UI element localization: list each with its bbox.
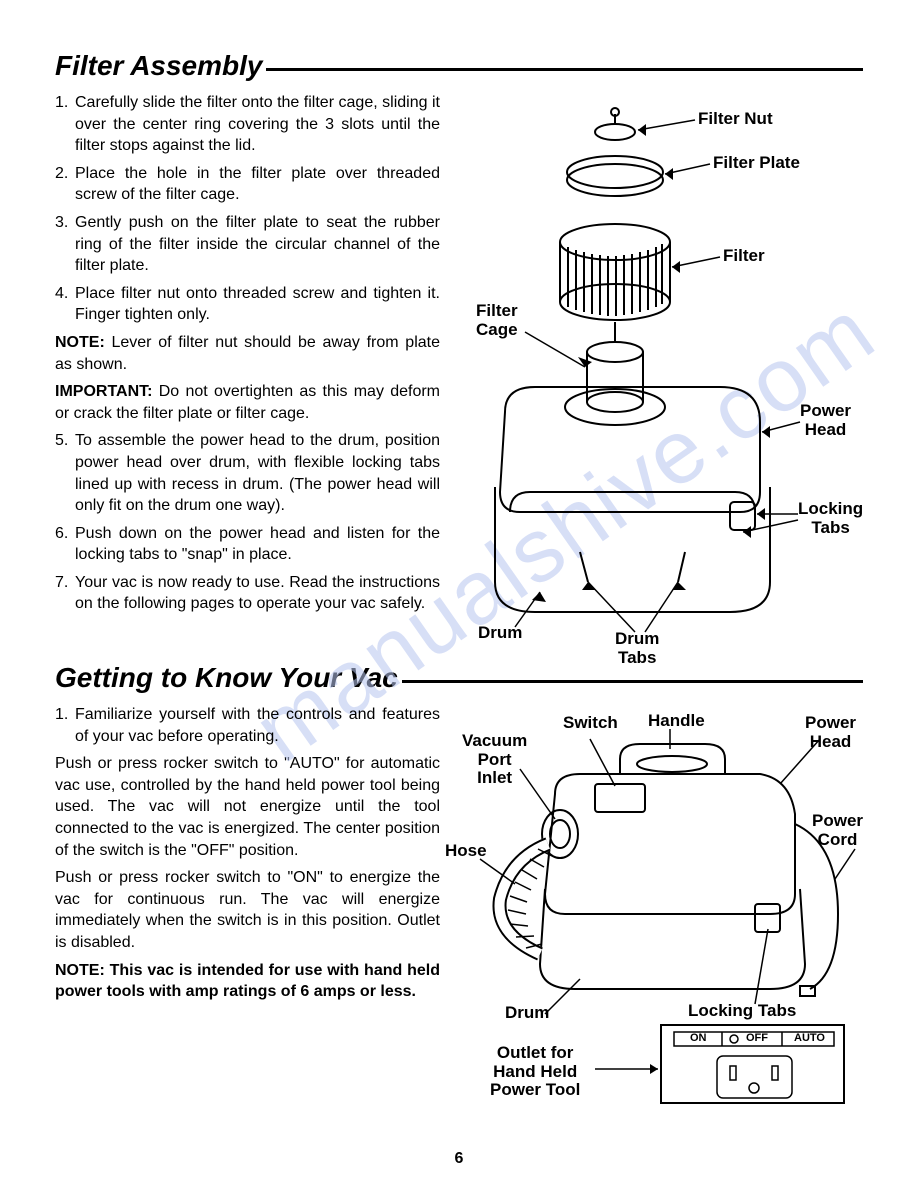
step-4: Place filter nut onto threaded screw and… [55, 283, 440, 326]
getting-to-know-text: Familiarize yourself with the controls a… [55, 704, 440, 1104]
diagram-svg-1 [460, 92, 860, 652]
s2-step-1: Familiarize yourself with the controls a… [55, 704, 440, 747]
section-header-getting-to-know: Getting to Know Your Vac [55, 662, 863, 694]
section-header-filter-assembly: Filter Assembly [55, 50, 863, 82]
section-title: Filter Assembly [55, 50, 262, 82]
section-title-2: Getting to Know Your Vac [55, 662, 398, 694]
p-auto: Push or press rocker switch to "AUTO" fo… [55, 753, 440, 861]
page-number: 6 [0, 1150, 918, 1168]
note-text: Lever of filter nut should be away from … [55, 334, 440, 373]
outlet-leader [460, 704, 860, 1104]
step-2: Place the hole in the filter plate over … [55, 163, 440, 206]
label-filter-nut: Filter Nut [698, 110, 773, 129]
note-label: NOTE: [55, 334, 105, 351]
p-on: Push or press rocker switch to "ON" to e… [55, 867, 440, 953]
step-6: Push down on the power head and listen f… [55, 523, 440, 566]
important-paragraph: IMPORTANT: Do not overtighten as this ma… [55, 381, 440, 424]
section-rule [266, 68, 863, 71]
label-filter-cage: Filter Cage [476, 302, 518, 339]
filter-assembly-text: Carefully slide the filter onto the filt… [55, 92, 440, 652]
label-filter-plate: Filter Plate [713, 154, 800, 173]
label-locking-tabs: Locking Tabs [798, 500, 863, 537]
getting-to-know-diagram: Switch Handle Power Head Vacuum Port Inl… [460, 704, 863, 1104]
step-3: Gently push on the filter plate to seat … [55, 212, 440, 277]
step-1: Carefully slide the filter onto the filt… [55, 92, 440, 157]
label-power-head: Power Head [800, 402, 851, 439]
note-paragraph: NOTE: Lever of filter nut should be away… [55, 332, 440, 375]
important-label: IMPORTANT: [55, 383, 152, 400]
label-filter: Filter [723, 247, 765, 266]
label-drum: Drum [478, 624, 522, 643]
step-5: To assemble the power head to the drum, … [55, 430, 440, 516]
label-drum-tabs: Drum Tabs [615, 630, 659, 667]
step-7: Your vac is now ready to use. Read the i… [55, 572, 440, 615]
section-rule-2 [402, 680, 863, 683]
note-2: NOTE: This vac is intended for use with … [55, 960, 440, 1003]
filter-assembly-diagram: Filter Nut Filter Plate Filter Filter Ca… [460, 92, 863, 652]
